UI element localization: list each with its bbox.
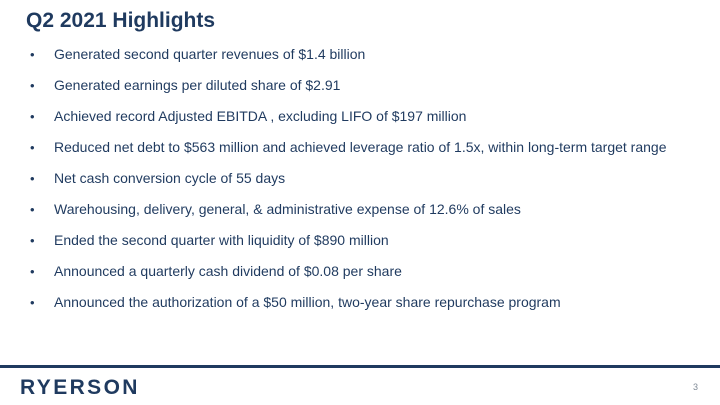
bullet-icon: •: [30, 140, 35, 155]
bullet-text: Generated second quarter revenues of $1.…: [54, 46, 366, 62]
list-item: • Achieved record Adjusted EBITDA , excl…: [30, 108, 700, 125]
bullet-icon: •: [30, 47, 35, 62]
bullet-icon: •: [30, 78, 35, 93]
slide-title: Q2 2021 Highlights: [26, 9, 216, 32]
list-item: • Net cash conversion cycle of 55 days: [30, 170, 700, 187]
bullet-icon: •: [30, 264, 35, 279]
bullet-text: Reduced net debt to $563 million and ach…: [54, 139, 667, 155]
footer-divider: [0, 365, 720, 368]
list-item: • Warehousing, delivery, general, & admi…: [30, 201, 700, 218]
bullet-icon: •: [30, 171, 35, 186]
bullet-icon: •: [30, 109, 35, 124]
list-item: • Ended the second quarter with liquidit…: [30, 232, 700, 249]
bullet-text: Warehousing, delivery, general, & admini…: [54, 201, 521, 217]
bullet-icon: •: [30, 295, 35, 310]
list-item: • Announced a quarterly cash dividend of…: [30, 263, 700, 280]
bullet-text: Achieved record Adjusted EBITDA , exclud…: [54, 108, 467, 124]
bullet-text: Ended the second quarter with liquidity …: [54, 232, 389, 248]
list-item: • Generated earnings per diluted share o…: [30, 77, 700, 94]
bullet-text: Net cash conversion cycle of 55 days: [54, 170, 286, 186]
list-item: • Reduced net debt to $563 million and a…: [30, 139, 700, 156]
page-number: 3: [692, 382, 698, 392]
bullet-text: Announced the authorization of a $50 mil…: [54, 294, 561, 310]
list-item: • Generated second quarter revenues of $…: [30, 46, 700, 63]
list-item: • Announced the authorization of a $50 m…: [30, 294, 700, 311]
bullet-icon: •: [30, 233, 35, 248]
bullet-icon: •: [30, 202, 35, 217]
ryerson-logo: RYERSON: [20, 376, 140, 399]
bullet-text: Announced a quarterly cash dividend of $…: [54, 263, 402, 279]
highlights-list: • Generated second quarter revenues of $…: [30, 46, 700, 325]
bullet-text: Generated earnings per diluted share of …: [54, 77, 341, 93]
